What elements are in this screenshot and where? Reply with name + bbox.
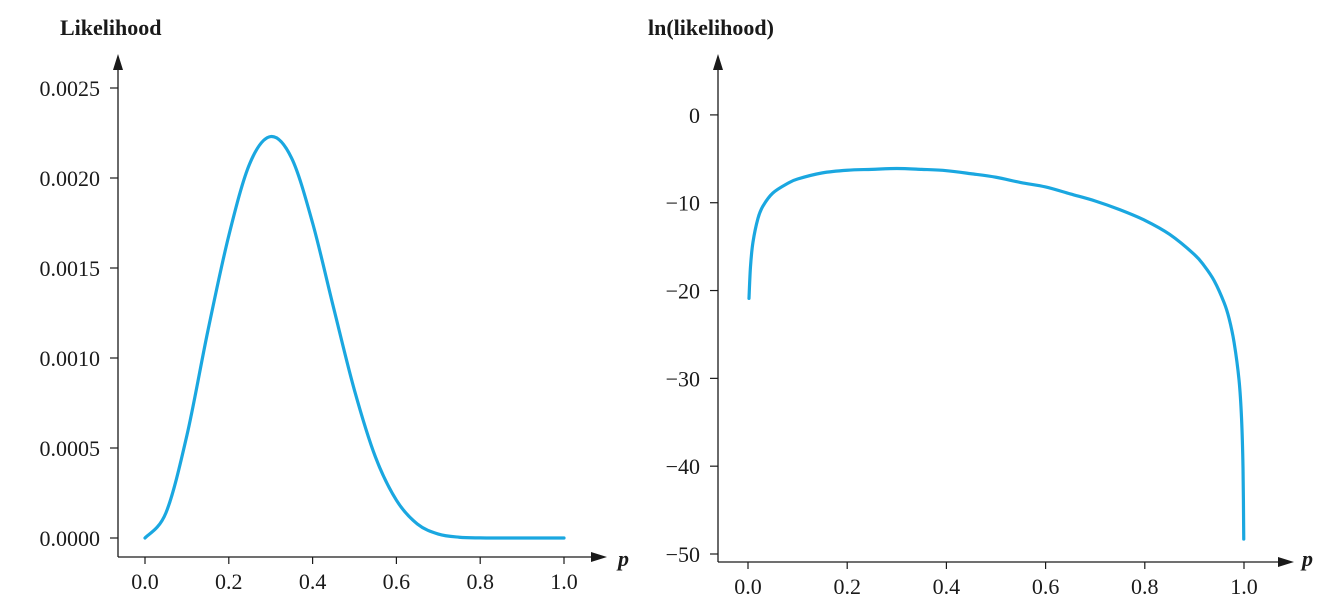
likelihood-x-tick-label: 1.0 — [550, 569, 578, 594]
likelihood-x-tick-label: 0.2 — [215, 569, 243, 594]
log-likelihood-y-tick-label: −40 — [666, 454, 700, 479]
likelihood-y-tick-label: 0.0015 — [40, 256, 101, 281]
likelihood-chart: Likelihood p 0.0 0.2 0.4 0.6 0.8 1.0 0.0000 0.0… — [40, 15, 630, 594]
likelihood-x-tick-label: 0.8 — [466, 569, 494, 594]
log-likelihood-y-tick-label: −50 — [666, 542, 700, 567]
likelihood-y-axis-arrow — [113, 54, 123, 70]
log-likelihood-y-axis-title: ln(likelihood) — [648, 15, 774, 40]
likelihood-y-tick-label: 0.0010 — [40, 346, 101, 371]
log-likelihood-x-axis-title: p — [1300, 546, 1313, 571]
likelihood-y-tick-label: 0.0025 — [40, 76, 101, 101]
likelihood-x-axis-arrow — [591, 552, 607, 562]
log-likelihood-y-tick-label: −30 — [666, 366, 700, 391]
log-likelihood-y-tick-label: −20 — [666, 279, 700, 304]
log-likelihood-x-tick-label: 1.0 — [1230, 574, 1258, 599]
likelihood-x-tick-label: 0.0 — [131, 569, 159, 594]
log-likelihood-x-tick-label: 0.8 — [1131, 574, 1159, 599]
likelihood-x-axis-title: p — [616, 546, 629, 571]
log-likelihood-y-axis-arrow — [713, 54, 723, 70]
log-likelihood-curve — [747, 166, 1246, 541]
log-likelihood-chart: ln(likelihood) p 0.0 0.2 0.4 0.6 0.8 1.0 −50 −4… — [648, 15, 1313, 599]
likelihood-curve — [143, 134, 566, 540]
log-likelihood-x-tick-label: 0.2 — [833, 574, 861, 599]
log-likelihood-y-tick-label: −10 — [666, 191, 700, 216]
log-likelihood-y-tick-label: 0 — [689, 103, 700, 128]
log-likelihood-x-axis-arrow — [1278, 557, 1294, 567]
likelihood-y-tick-label: 0.0000 — [40, 526, 101, 551]
log-likelihood-x-tick-label: 0.4 — [933, 574, 961, 599]
likelihood-y-tick-label: 0.0005 — [40, 436, 101, 461]
likelihood-x-tick-label: 0.6 — [383, 569, 411, 594]
likelihood-y-tick-label: 0.0020 — [40, 166, 101, 191]
log-likelihood-x-tick-label: 0.0 — [734, 574, 762, 599]
likelihood-x-tick-label: 0.4 — [299, 569, 327, 594]
likelihood-y-axis-title: Likelihood — [60, 15, 161, 40]
log-likelihood-x-tick-label: 0.6 — [1032, 574, 1060, 599]
